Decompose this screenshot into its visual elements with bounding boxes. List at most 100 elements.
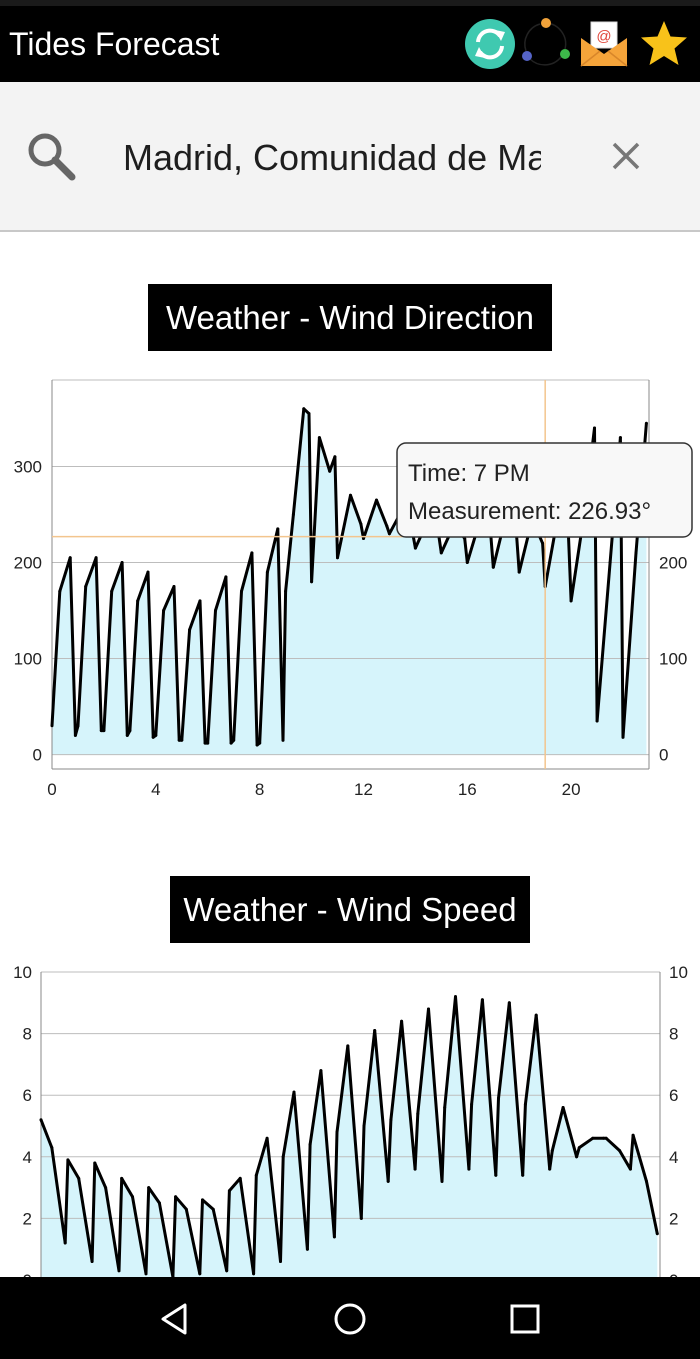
y-tick-label-left: 200: [14, 553, 42, 572]
data-point: [577, 1146, 581, 1150]
data-point: [39, 1118, 43, 1122]
email-icon[interactable]: @: [578, 18, 630, 70]
data-point: [77, 1176, 81, 1180]
data-point: [171, 1275, 175, 1277]
data-point: [250, 551, 254, 555]
close-icon[interactable]: [602, 132, 650, 180]
data-point: [157, 1201, 161, 1205]
wind-direction-chart[interactable]: 00100100200200300300048121620Time: 7 PMM…: [0, 370, 700, 810]
data-point: [302, 407, 306, 411]
data-point: [117, 1269, 121, 1273]
y-tick-label-right: 4: [669, 1148, 678, 1167]
data-point: [291, 513, 295, 516]
data-point: [507, 1001, 511, 1005]
y-tick-label-right: 8: [669, 1025, 678, 1044]
data-point: [386, 1179, 390, 1183]
wind-speed-chart-title: Weather - Wind Speed: [170, 876, 530, 943]
data-point: [258, 741, 262, 745]
data-point: [517, 570, 521, 574]
data-point: [206, 741, 210, 745]
data-point: [362, 1124, 366, 1128]
data-point: [66, 1158, 70, 1162]
data-point: [389, 1118, 393, 1122]
data-point: [645, 1179, 648, 1183]
data-point: [281, 738, 285, 742]
data-point: [655, 1232, 659, 1236]
data-point: [151, 735, 155, 739]
data-point: [521, 1173, 525, 1177]
y-tick-label-right: 0: [659, 746, 668, 765]
home-icon[interactable]: [326, 1295, 374, 1343]
data-point: [238, 1176, 242, 1180]
data-point: [93, 1161, 97, 1165]
data-point: [416, 1112, 420, 1116]
y-tick-label-left: 0: [33, 746, 42, 765]
data-point: [317, 436, 321, 440]
data-point: [211, 1207, 215, 1211]
data-point: [454, 995, 457, 999]
y-tick-label-right: 100: [659, 650, 687, 669]
y-tick-label-left: 2: [23, 1209, 32, 1228]
data-point: [602, 1136, 605, 1140]
data-point: [184, 1207, 188, 1211]
data-point: [198, 599, 202, 603]
data-point: [84, 585, 88, 588]
data-point: [265, 1136, 269, 1140]
data-point: [147, 1186, 151, 1190]
data-point: [336, 556, 339, 560]
data-point: [387, 532, 391, 536]
data-point: [349, 493, 352, 497]
wind-speed-chart[interactable]: 0 0 2 2 4 4 6 6 8 8 10 10: [0, 955, 700, 1277]
y-tick-label-left: 300: [14, 457, 42, 476]
data-point: [227, 1189, 231, 1193]
data-point: [591, 1136, 595, 1140]
data-point: [63, 1241, 67, 1245]
recents-icon[interactable]: [501, 1295, 549, 1343]
data-point: [73, 733, 77, 737]
data-point: [76, 724, 80, 728]
star-icon[interactable]: [638, 18, 690, 70]
search-icon[interactable]: [25, 130, 77, 182]
data-point: [281, 1155, 285, 1159]
data-point: [174, 1195, 178, 1199]
data-point: [413, 546, 417, 550]
data-point: [550, 1149, 554, 1153]
area-fill: [52, 408, 647, 755]
data-point: [346, 1044, 350, 1048]
back-icon[interactable]: [151, 1295, 199, 1343]
data-point: [240, 589, 243, 593]
data-point: [229, 741, 233, 745]
data-point: [332, 1235, 336, 1239]
data-point: [310, 580, 314, 584]
refresh-icon[interactable]: [464, 18, 516, 70]
data-point: [491, 565, 495, 569]
data-point: [58, 589, 62, 593]
data-point: [465, 561, 469, 564]
data-point: [276, 527, 280, 531]
wind-direction-chart-title: Weather - Wind Direction: [148, 284, 552, 351]
data-point: [232, 738, 236, 742]
y-tick-label-left: 0: [23, 1271, 32, 1277]
search-input[interactable]: Madrid, Comunidad de Madrid, España: [123, 137, 541, 178]
data-point: [427, 1007, 430, 1011]
data-point: [50, 724, 54, 728]
data-point: [575, 1155, 579, 1159]
data-point: [608, 561, 612, 564]
data-point: [305, 1247, 309, 1251]
data-point: [440, 1179, 444, 1183]
data-point: [470, 1102, 474, 1106]
data-point: [494, 1173, 498, 1177]
data-point: [68, 556, 72, 560]
data-point: [400, 1019, 404, 1023]
data-point: [561, 1106, 565, 1109]
data-point: [224, 575, 228, 579]
data-point: [102, 729, 106, 733]
share-icon[interactable]: [520, 18, 572, 70]
data-point: [177, 738, 181, 742]
data-point: [99, 729, 103, 733]
data-point: [214, 609, 217, 612]
data-point: [94, 556, 98, 560]
data-point: [534, 1013, 538, 1017]
app-title: Tides Forecast: [9, 26, 220, 62]
x-tick-label: 20: [562, 780, 581, 799]
